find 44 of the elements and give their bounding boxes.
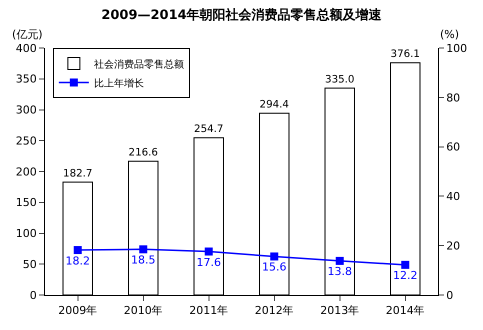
- data-label: 254.7: [194, 122, 224, 135]
- data-label: 335.0: [325, 73, 354, 86]
- data-label: 294.4: [260, 98, 289, 110]
- x-tick-label: 2014年: [386, 304, 425, 318]
- y-tick-label: 100: [16, 227, 37, 240]
- data-label: 17.6: [196, 256, 221, 269]
- chart-title: 2009—2014年朝阳社会消费品零售总额及增速: [101, 7, 383, 23]
- data-label: 376.1: [390, 48, 420, 60]
- data-label: 216.6: [128, 146, 158, 158]
- data-label: 18.5: [131, 254, 156, 267]
- y2-tick-label: 20: [446, 239, 460, 252]
- y2-tick-label: 100: [446, 42, 468, 55]
- point: [336, 256, 344, 265]
- y2-tick-label: 60: [446, 140, 460, 154]
- point: [139, 245, 148, 254]
- y2-tick-label: 0: [446, 288, 454, 302]
- y-tick-label: 150: [16, 196, 37, 210]
- y-tick-label: 50: [22, 258, 37, 271]
- y-tick-label: 250: [16, 134, 37, 148]
- x-tick-label: 2013年: [320, 304, 360, 318]
- legend-label: 比上年增长: [94, 77, 144, 90]
- data-label: 13.8: [328, 265, 352, 278]
- x-tick-label: 2012年: [254, 304, 294, 318]
- legend-label: 社会消费品零售总额: [94, 58, 184, 70]
- y-tick-label: 400: [16, 42, 37, 55]
- x-tick-label: 2011年: [189, 304, 228, 318]
- point: [270, 252, 278, 260]
- data-label: 18.2: [66, 254, 90, 268]
- x-tick-label: 2010年: [124, 304, 163, 318]
- data-label: 15.6: [262, 260, 286, 274]
- y2-axis-title: (%): [440, 28, 460, 41]
- y-tick-label: 0: [30, 288, 37, 302]
- y2-tick-label: 40: [446, 190, 460, 204]
- point: [401, 260, 410, 269]
- point: [74, 246, 82, 254]
- y-tick-label: 200: [16, 165, 37, 178]
- y-axis-title: (亿元): [12, 28, 43, 41]
- point: [204, 248, 213, 256]
- y-tick-label: 300: [16, 104, 37, 117]
- data-label: 12.2: [393, 269, 418, 282]
- y2-tick-label: 80: [446, 91, 460, 104]
- data-label: 182.7: [63, 167, 92, 180]
- y-tick-label: 350: [16, 72, 37, 86]
- x-tick-label: 2009年: [58, 304, 98, 318]
